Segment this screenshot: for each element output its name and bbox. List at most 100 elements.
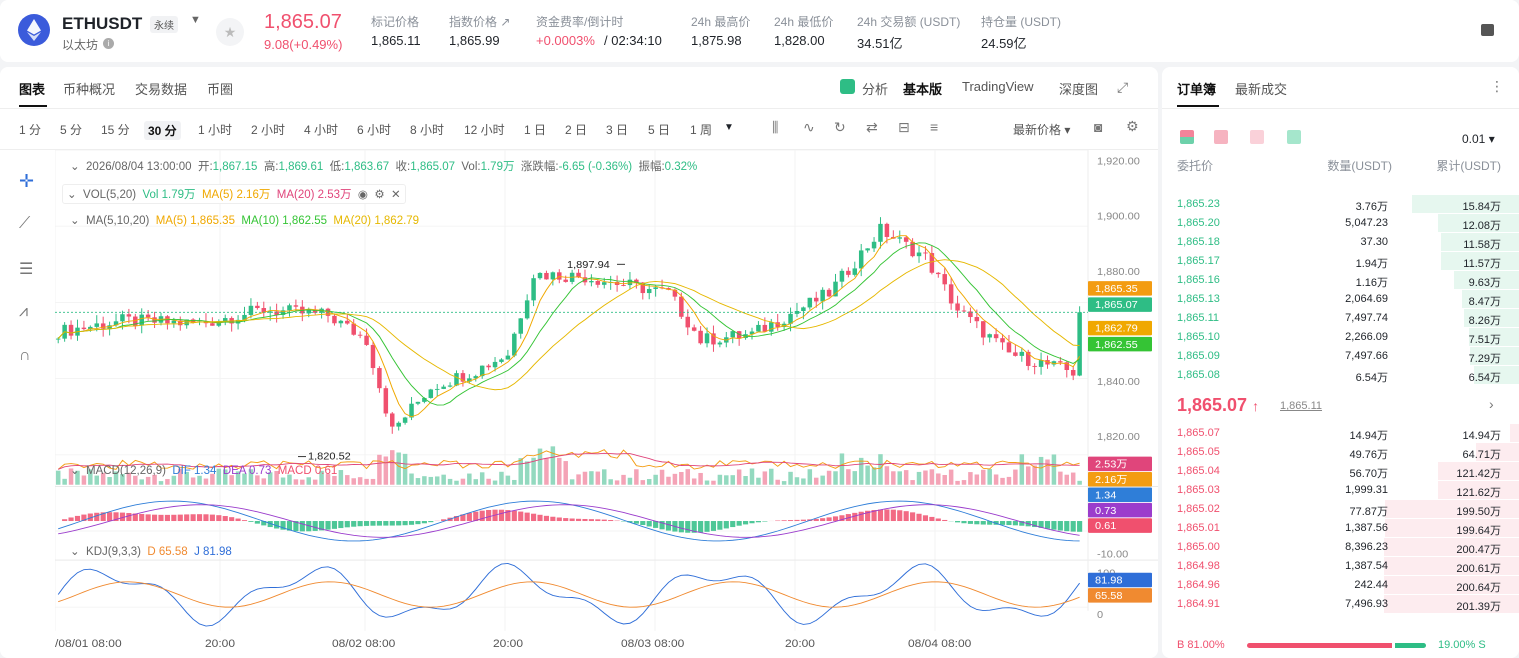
- book-row[interactable]: 1,865.08 6.54万 6.54万: [1162, 366, 1519, 385]
- book-row[interactable]: 1,865.01 1,387.56 199.64万: [1162, 519, 1519, 538]
- indicator-icon[interactable]: ∿: [803, 119, 815, 135]
- more-icon[interactable]: ⋮: [1490, 78, 1504, 94]
- refresh-icon[interactable]: ↻: [834, 119, 846, 135]
- book-row[interactable]: 1,865.04 56.70万 121.42万: [1162, 462, 1519, 481]
- expand-icon[interactable]: ⤢: [1117, 79, 1129, 95]
- book-row[interactable]: 1,865.00 8,396.23 200.47万: [1162, 538, 1519, 557]
- view-both-icon[interactable]: [1180, 130, 1194, 144]
- book-row[interactable]: 1,865.17 1.94万 11.57万: [1162, 252, 1519, 271]
- volume-bar: [968, 472, 973, 485]
- candle-body: [434, 388, 440, 390]
- book-row[interactable]: 1,865.20 5,047.23 12.08万: [1162, 214, 1519, 233]
- gear-icon[interactable]: ⚙: [374, 189, 385, 201]
- candle-body: [550, 272, 556, 280]
- eye-icon[interactable]: ◉: [357, 189, 368, 201]
- candlestick-chart[interactable]: 1,897.94 1,820.52 1,920.00 1,900.00 1,880.00…: [55, 150, 1158, 658]
- collapse-chevron-icon[interactable]: ⌄: [70, 215, 80, 227]
- collapse-chevron-icon[interactable]: ⌄: [70, 546, 80, 558]
- macd-bar: [922, 515, 929, 522]
- view-bids-only-icon[interactable]: [1287, 130, 1301, 144]
- collapse-chevron-icon[interactable]: ⌄: [67, 189, 77, 201]
- view-bids-icon[interactable]: [1250, 130, 1264, 144]
- timeframe-5[interactable]: 2 小时: [251, 123, 286, 137]
- volume-bar: [1058, 471, 1063, 485]
- book-row[interactable]: 1,864.91 7,496.93 201.39万: [1162, 595, 1519, 614]
- book-row[interactable]: 1,865.10 2,266.09 7.51万: [1162, 328, 1519, 347]
- book-row[interactable]: 1,865.16 1.16万 9.63万: [1162, 271, 1519, 290]
- gear-icon[interactable]: ⚙: [1126, 118, 1139, 134]
- horizontal-lines-icon[interactable]: ☰: [19, 261, 34, 278]
- macd-bar: [710, 521, 717, 531]
- tab-3[interactable]: 币圈: [207, 82, 234, 97]
- ai-analysis-icon[interactable]: [840, 79, 855, 94]
- compare-icon[interactable]: ⇄: [866, 119, 878, 135]
- trendline-icon[interactable]: ⟋: [19, 215, 31, 232]
- timeframe-0[interactable]: 1 分: [19, 123, 42, 137]
- collapse-chevron-icon[interactable]: ⌄: [70, 161, 80, 173]
- symbol-name[interactable]: ETHUSDT: [62, 14, 143, 33]
- view-asks-icon[interactable]: [1214, 130, 1228, 144]
- book-qty: 5,047.23: [1345, 217, 1388, 229]
- timeframe-12[interactable]: 3 日: [606, 123, 629, 137]
- candle-body: [518, 318, 523, 334]
- volume-bar: [621, 474, 626, 485]
- macd-bar: [781, 520, 787, 522]
- book-icon[interactable]: [1481, 24, 1494, 36]
- book-row[interactable]: 1,865.09 7,497.66 7.29万: [1162, 347, 1519, 366]
- timeframe-13[interactable]: 5 日: [648, 123, 671, 137]
- timeframe-14[interactable]: 1 周: [690, 123, 713, 137]
- precision-select[interactable]: 0.01 ▾: [1462, 132, 1495, 146]
- tab-0[interactable]: 图表: [19, 82, 46, 97]
- tab-2[interactable]: 交易数据: [135, 82, 188, 97]
- book-row[interactable]: 1,864.98 1,387.54 200.61万: [1162, 557, 1519, 576]
- book-row[interactable]: 1,865.13 2,064.69 8.47万: [1162, 290, 1519, 309]
- book-row[interactable]: 1,865.05 49.76万 64.71万: [1162, 443, 1519, 462]
- timeframe-2[interactable]: 15 分: [101, 123, 130, 137]
- drawing-icon[interactable]: ≡: [930, 119, 939, 135]
- timeframe-7[interactable]: 6 小时: [357, 123, 392, 137]
- right-tab-2[interactable]: TradingView: [962, 79, 1034, 94]
- timeframe-1[interactable]: 5 分: [60, 123, 83, 137]
- book-row[interactable]: 1,864.96 242.44 200.64万: [1162, 576, 1519, 595]
- info-icon[interactable]: i: [103, 38, 114, 49]
- template-icon[interactable]: ⊟: [898, 119, 910, 135]
- timeframe-9[interactable]: 12 小时: [464, 123, 505, 137]
- tab-1[interactable]: 币种概况: [63, 82, 116, 97]
- camera-icon[interactable]: ◙: [1094, 119, 1103, 135]
- book-row[interactable]: 1,865.11 7,497.74 8.26万: [1162, 309, 1519, 328]
- candle-body: [634, 279, 639, 283]
- candle-type-icon[interactable]: ⫼: [772, 119, 779, 135]
- book-row[interactable]: 1,865.07 14.94万 14.94万: [1162, 424, 1519, 443]
- book-row[interactable]: 1,865.03 1,999.31 121.62万: [1162, 481, 1519, 500]
- chevron-down-icon[interactable]: ▼: [190, 14, 201, 26]
- timeframe-6[interactable]: 4 小时: [304, 123, 339, 137]
- timeframe-more-chevron-icon[interactable]: ▼: [724, 122, 734, 133]
- chevron-right-icon[interactable]: ›: [1489, 396, 1494, 412]
- timeframe-10[interactable]: 1 日: [524, 123, 547, 137]
- magnet-icon[interactable]: ∩: [19, 347, 31, 364]
- ma10-line: [57, 242, 1080, 406]
- book-row[interactable]: 1,865.18 37.30 11.58万: [1162, 233, 1519, 252]
- crosshair-icon[interactable]: ✛: [19, 171, 35, 191]
- collapse-chevron-icon[interactable]: ⌄: [70, 465, 80, 477]
- macd-bar: [826, 517, 832, 522]
- timeframe-8[interactable]: 8 小时: [410, 123, 445, 137]
- right-tab-0[interactable]: 分析: [862, 82, 889, 97]
- volume-bar: [81, 475, 87, 485]
- book-row[interactable]: 1,865.02 77.87万 199.50万: [1162, 500, 1519, 519]
- book-row[interactable]: 1,865.23 3.76万 15.84万: [1162, 195, 1519, 214]
- timeframe-4[interactable]: 1 小时: [198, 123, 233, 137]
- pattern-icon[interactable]: ⩘: [19, 303, 29, 320]
- timeframe-11[interactable]: 2 日: [565, 123, 588, 137]
- price-mode-select[interactable]: 最新价格 ▾: [1013, 123, 1071, 137]
- close-icon[interactable]: ✕: [391, 189, 401, 201]
- right-tab-1[interactable]: 基本版: [903, 82, 943, 97]
- candle-body: [595, 281, 601, 285]
- tab-order-book[interactable]: 订单簿: [1177, 82, 1217, 97]
- price-axis-label: 1,840.00: [1097, 376, 1140, 387]
- macd-bar: [787, 520, 794, 522]
- right-tab-3[interactable]: 深度图: [1059, 82, 1099, 97]
- favorite-star-icon[interactable]: ★: [216, 18, 244, 46]
- tab-latest-trades[interactable]: 最新成交: [1235, 82, 1288, 97]
- timeframe-3[interactable]: 30 分: [144, 121, 181, 140]
